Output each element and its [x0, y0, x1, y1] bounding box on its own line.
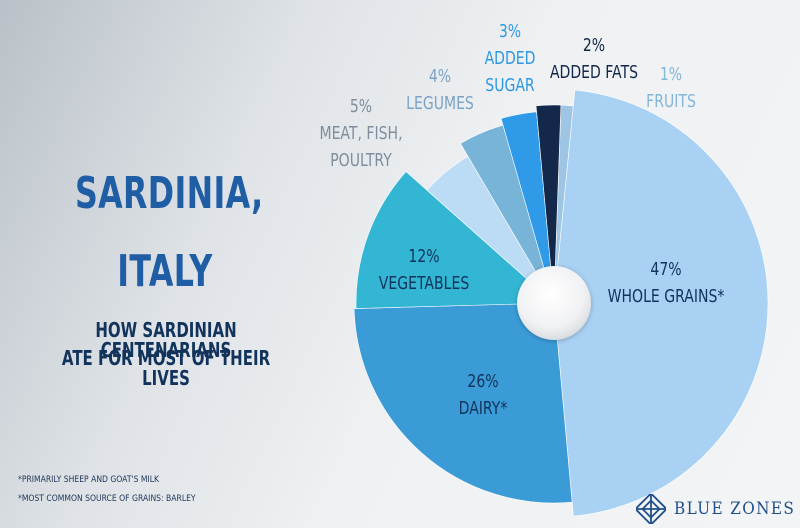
pie-slice-added-fats	[535, 104, 562, 304]
pie-slice-whole-grains	[553, 89, 769, 517]
subtitle-line-2: ATE FOR MOST OF THEIR LIVES	[61, 346, 271, 390]
subtitle-line-1: HOW SARDINIAN CENTENARIANS	[95, 318, 237, 362]
footnote-grains: *MOST COMMON SOURCE OF GRAINS: BARLEY	[18, 494, 196, 504]
pie-label-added-sugar: 3% ADDED SUGAR	[485, 20, 536, 95]
pie-slice-dairy	[353, 302, 573, 504]
title-line-2: ITALY	[117, 246, 213, 297]
logo-text: BLUE ZONES	[674, 499, 796, 519]
pie-label-meat-fish-poultry: 5% MEAT, FISH, POULTRY	[319, 95, 402, 170]
pie-slices	[353, 89, 769, 517]
pie-label-fruits: 1% FRUITS	[646, 63, 696, 111]
pie-center-hole	[517, 266, 591, 340]
pie-slice-vegetables	[355, 171, 555, 309]
pie-label-whole-grains: 47% WHOLE GRAINS*	[608, 258, 725, 306]
pie-label-dairy: 26% DAIRY*	[459, 370, 508, 418]
footnote-dairy: *PRIMARILY SHEEP AND GOAT'S MILK	[18, 475, 160, 485]
blue-zones-logo-icon	[636, 494, 666, 524]
pie-label-vegetables: 12% VEGETABLES	[379, 245, 469, 293]
pie-label-legumes: 4% LEGUMES	[406, 65, 474, 113]
title-line-1: SARDINIA,	[75, 168, 264, 219]
pie-label-added-fats: 2% ADDED FATS	[550, 34, 638, 82]
brand-logo: BLUE ZONES	[636, 494, 800, 524]
pie-labels: 1% FRUITS 47% WHOLE GRAINS* 26% DAIRY* 12% VEGE…	[319, 20, 724, 418]
